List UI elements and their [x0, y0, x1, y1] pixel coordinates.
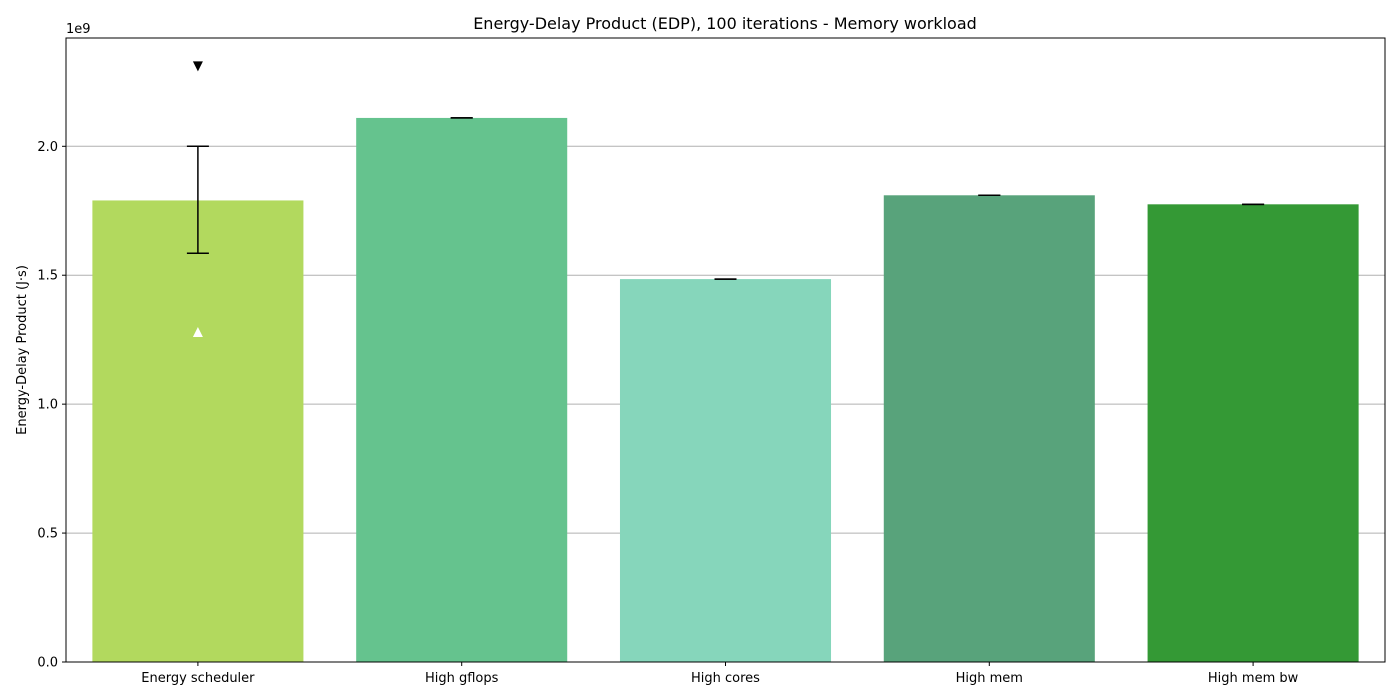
x-tick-label: High mem: [956, 671, 1023, 686]
x-tick-label: Energy scheduler: [141, 671, 255, 686]
triangle-down-marker: [192, 61, 203, 72]
bars: [92, 117, 1359, 663]
error-bars: [186, 117, 1265, 280]
y-tick-label: 2.0: [37, 140, 58, 155]
y-axis-ticks: 0.0 0.5 1.0 1.5 2.0: [37, 140, 66, 671]
x-tick-label: High cores: [691, 671, 760, 686]
bar: [883, 195, 1095, 663]
triangle-up-marker: [192, 326, 203, 337]
outlier-markers: [192, 61, 203, 337]
bar: [356, 117, 568, 662]
y-tick-label: 1.5: [37, 269, 58, 284]
y-tick-label: 0.0: [37, 656, 58, 671]
x-tick-label: High gflops: [425, 671, 499, 686]
bar: [92, 200, 304, 662]
y-tick-label: 0.5: [37, 527, 58, 542]
x-axis-ticks: Energy scheduler High gflops High cores Hig…: [141, 662, 1299, 686]
chart-title: Energy-Delay Product (EDP), 100 iteratio…: [473, 14, 977, 33]
y-axis-offset-label: 1e9: [66, 22, 91, 37]
y-axis-label: Energy-Delay Product (J·s): [15, 265, 30, 435]
bar: [1147, 204, 1359, 662]
y-tick-label: 1.0: [37, 398, 58, 413]
bar: [619, 279, 832, 662]
x-tick-label: High mem bw: [1208, 671, 1299, 686]
